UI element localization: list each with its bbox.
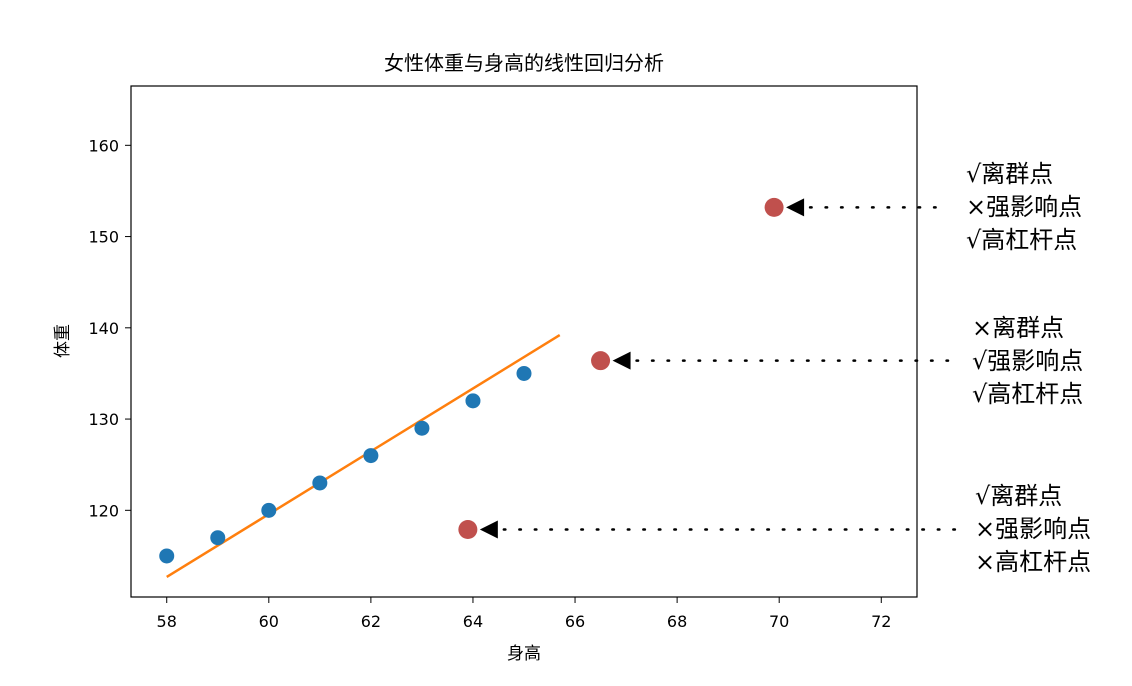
arrow-head bbox=[786, 198, 805, 217]
annotation-line: √高杠杆点 bbox=[972, 379, 1084, 408]
chart-title: 女性体重与身高的线性回归分析 bbox=[384, 51, 664, 75]
y-axis-label: 体重 bbox=[53, 324, 73, 358]
plot-area-frame bbox=[130, 85, 918, 598]
y-tick-label: 130 bbox=[88, 410, 119, 429]
x-tick-label: 62 bbox=[361, 612, 381, 631]
point-annotation: ×离群点 √强影响点 √高杠杆点 bbox=[972, 312, 1083, 411]
data-point bbox=[312, 475, 328, 491]
y-tick-label: 160 bbox=[88, 136, 119, 155]
x-tick-label: 60 bbox=[259, 612, 279, 631]
annotation-line: √离群点 bbox=[975, 482, 1063, 511]
data-point bbox=[261, 502, 277, 518]
annotation-line: ×高杠杆点 bbox=[975, 548, 1092, 577]
annotation-line: √高杠杆点 bbox=[966, 226, 1078, 255]
x-tick-label: 70 bbox=[769, 612, 789, 631]
x-tick-label: 72 bbox=[871, 612, 891, 631]
highlighted-point bbox=[591, 351, 611, 371]
annotation-line: ×离群点 bbox=[972, 313, 1065, 342]
data-point bbox=[414, 420, 430, 436]
point-annotation: √离群点 ×强影响点 ×高杠杆点 bbox=[975, 480, 1091, 579]
x-tick-label: 64 bbox=[463, 612, 483, 631]
data-point bbox=[363, 448, 379, 464]
y-tick-label: 120 bbox=[88, 501, 119, 520]
highlighted-point bbox=[764, 197, 784, 217]
annotation-line: ×强影响点 bbox=[975, 515, 1092, 544]
y-tick-label: 150 bbox=[88, 228, 119, 247]
x-axis-label: 身高 bbox=[507, 644, 541, 664]
data-point bbox=[159, 548, 175, 564]
regression-fit-line bbox=[166, 334, 561, 578]
annotation-line: √离群点 bbox=[966, 160, 1054, 189]
data-point bbox=[516, 365, 532, 381]
arrow-head bbox=[612, 351, 631, 370]
annotation-line: √强影响点 bbox=[972, 346, 1084, 375]
x-tick-label: 58 bbox=[157, 612, 177, 631]
x-tick-label: 66 bbox=[565, 612, 585, 631]
point-annotation: √离群点 ×强影响点 √高杠杆点 bbox=[966, 158, 1082, 257]
x-tick-label: 68 bbox=[667, 612, 687, 631]
data-point bbox=[465, 393, 481, 409]
data-point bbox=[210, 530, 226, 546]
arrow-head bbox=[479, 520, 498, 539]
highlighted-point bbox=[458, 519, 478, 539]
y-tick-label: 140 bbox=[88, 319, 119, 338]
annotation-line: ×强影响点 bbox=[966, 193, 1083, 222]
